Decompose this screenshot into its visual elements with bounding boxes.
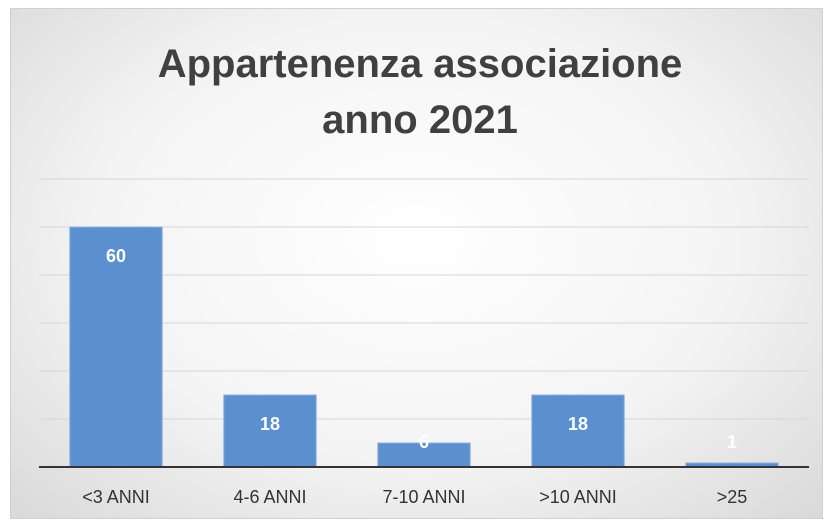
data-label: 60 bbox=[106, 246, 126, 266]
x-tick-label: >25 bbox=[717, 487, 748, 507]
data-label: 6 bbox=[419, 432, 429, 452]
bar bbox=[69, 226, 163, 468]
bar bbox=[531, 394, 625, 468]
x-tick-label: >10 ANNI bbox=[539, 487, 617, 507]
data-label: 18 bbox=[568, 414, 588, 434]
x-tick-label: 7-10 ANNI bbox=[382, 487, 465, 507]
chart-title: Appartenenza associazione anno 2021 bbox=[157, 42, 683, 142]
data-label: 18 bbox=[260, 414, 280, 434]
data-label: 1 bbox=[727, 432, 737, 452]
bar bbox=[223, 394, 317, 468]
x-tick-label: <3 ANNI bbox=[82, 487, 150, 507]
x-tick-label: 4-6 ANNI bbox=[233, 487, 306, 507]
